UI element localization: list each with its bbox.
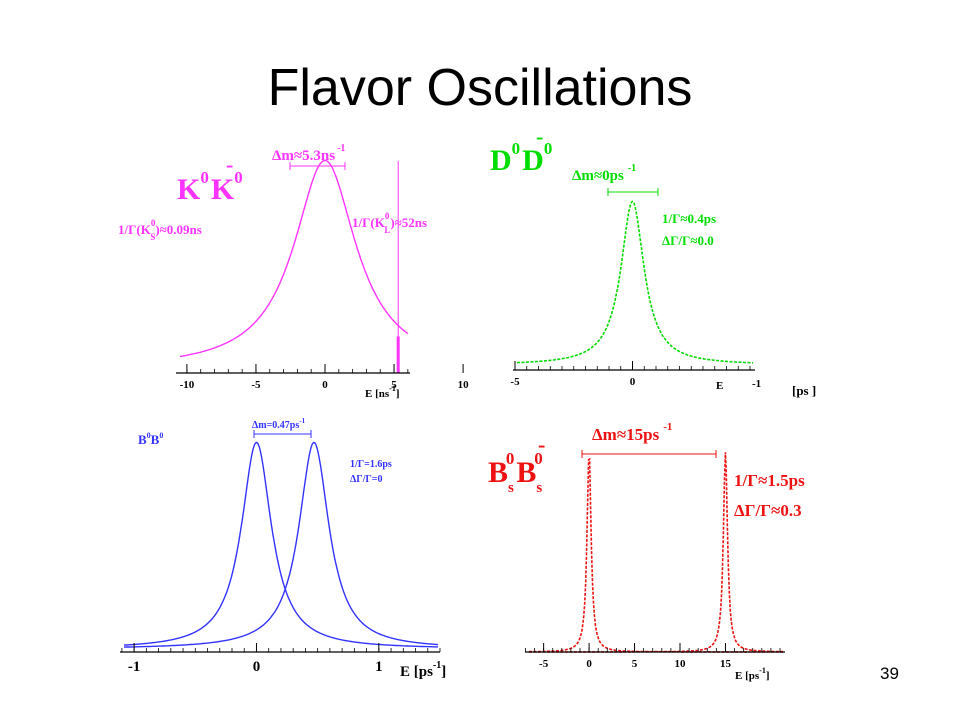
bd-plot-area: [123, 441, 439, 648]
bd-tick-label: -1: [128, 659, 141, 675]
dmeson-title: D0D0: [490, 139, 552, 177]
bs-oscillation-chart: -5 0 5 10 15 Bs0Bs0 - Δm≈15ps -1 1/Γ≈1.5ps ΔΓ…: [488, 421, 805, 682]
bd-width-ratio-label: ΔΓ/Γ=0: [350, 474, 382, 485]
bd-series-1-curve: [124, 441, 439, 648]
dmeson-plot-area: [517, 200, 753, 364]
kaon-dm-bracket: [289, 162, 346, 170]
bd-series-0-curve: [123, 441, 438, 648]
bs-x-label: E [ps-1]: [735, 666, 770, 682]
bd-title: B0B0: [138, 431, 163, 447]
slide-title: Flavor Oscillations: [267, 59, 693, 117]
dmeson-tick-label: -5: [510, 376, 520, 388]
bd-oscillation-chart: -1 0 1 B0B0 Δm=0.47ps-1 1/Γ=1.6ps ΔΓ/Γ=0 E…: [120, 417, 446, 680]
kaon-gamma-s-label: 1/Γ(K0 S)≈0.09ns: [118, 218, 202, 242]
kaon-tick-label: 5: [391, 379, 397, 391]
kaon-oscillation-chart: -10 -5 0 5 10 K0K0 - Δm≈5.3ns -1 1/Γ(K0 S)≈0.0…: [118, 143, 469, 400]
kaon-title-bar: -: [226, 152, 233, 177]
dmeson-tick-label: 0: [630, 376, 636, 388]
bd-dm-label: Δm=0.47ps-1: [252, 417, 306, 431]
bs-title: Bs0Bs0: [488, 449, 543, 496]
dmeson-x-axis: -5 0: [510, 361, 755, 388]
kaon-x-label: E [ns-1]: [365, 384, 400, 400]
dmeson-title-bar: -: [536, 124, 543, 149]
kaon-series-0-curve: [179, 159, 409, 358]
bs-tick-label: -5: [539, 658, 549, 670]
bd-dm-bracket: [253, 430, 312, 438]
kaon-title: K0K0: [177, 168, 243, 206]
page-number: 39: [880, 664, 899, 683]
bs-lifetime-label: 1/Γ≈1.5ps: [734, 471, 805, 490]
bs-width-ratio-label: ΔΓ/Γ≈0.3: [734, 501, 802, 520]
bs-dm-bracket: [581, 450, 717, 458]
dmeson-series-0-curve: [517, 200, 753, 364]
dmeson-oscillation-chart: -5 0 D0D0 - Δm≈0ps -1 1/Γ≈0.4ps ΔΓ/Γ≈0.0 E…: [490, 124, 816, 398]
bs-tick-label: 0: [586, 658, 592, 670]
kaon-gamma-l-label: 1/Γ(K0 L)≈52ns: [352, 211, 427, 235]
dmeson-x-label: E: [716, 380, 723, 392]
dmeson-dm-bracket: [607, 188, 659, 196]
kaon-tick-label: 10: [458, 379, 470, 391]
bd-x-label: E [ps-1]: [400, 660, 446, 680]
dmeson-dm-label: Δm≈0ps -1: [572, 163, 636, 184]
bs-dm-label: Δm≈15ps -1: [592, 421, 672, 444]
kaon-plot-area: [179, 159, 409, 373]
dmeson-unit-label: [ps ]: [792, 383, 816, 398]
bs-x-axis: -5 0 5 10 15: [525, 643, 785, 670]
bd-x-axis: -1 0 1: [120, 643, 441, 675]
bs-tick-label: 10: [675, 658, 687, 670]
kaon-tick-label: 0: [322, 379, 328, 391]
bd-lifetime-label: 1/Γ=1.6ps: [350, 459, 392, 470]
bd-tick-label: 0: [253, 659, 261, 675]
dmeson-lifetime-label: 1/Γ≈0.4ps: [662, 211, 716, 226]
kaon-dm-label: Δm≈5.3ns -1: [272, 143, 345, 164]
dmeson-width-ratio-label: ΔΓ/Γ≈0.0: [662, 233, 714, 248]
kaon-x-axis: -10 -5 0 5 10: [176, 364, 469, 391]
bs-tick-label: 5: [632, 658, 638, 670]
bs-title-bar: -: [538, 432, 545, 457]
bs-tick-label: 15: [720, 658, 732, 670]
kaon-tick-label: -5: [251, 379, 261, 391]
dmeson-x-end-label: -1: [752, 378, 761, 390]
bd-tick-label: 1: [375, 659, 383, 675]
kaon-tick-label: -10: [180, 379, 195, 391]
